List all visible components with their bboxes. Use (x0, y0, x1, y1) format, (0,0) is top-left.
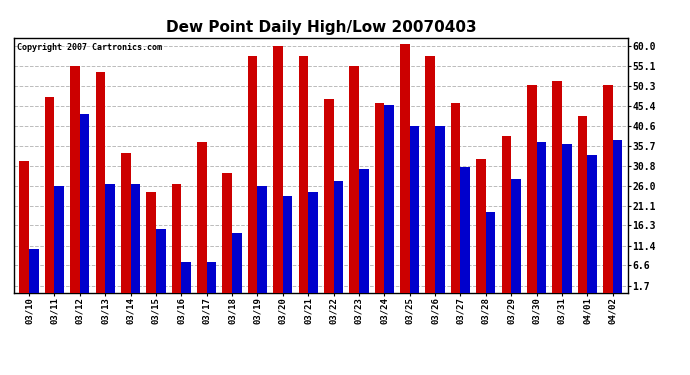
Bar (537, 142, 546, 292)
Bar (80, 114, 90, 292)
Bar (324, 99, 333, 292)
Bar (45, 97, 55, 292)
Bar (55, 186, 64, 292)
Bar (172, 183, 181, 292)
Bar (181, 262, 191, 292)
Bar (359, 169, 368, 292)
Bar (95, 72, 105, 292)
Bar (19, 161, 29, 292)
Bar (486, 212, 495, 292)
Bar (248, 56, 257, 292)
Bar (299, 56, 308, 292)
Bar (562, 144, 571, 292)
Title: Dew Point Daily High/Low 20070403: Dew Point Daily High/Low 20070403 (166, 20, 476, 35)
Bar (435, 126, 444, 292)
Bar (460, 167, 470, 292)
Bar (130, 183, 140, 292)
Bar (476, 159, 486, 292)
Bar (156, 229, 166, 292)
Bar (146, 192, 156, 292)
Bar (29, 249, 39, 292)
Bar (603, 85, 613, 292)
Bar (333, 182, 343, 292)
Bar (121, 153, 130, 292)
Bar (527, 85, 537, 292)
Bar (283, 196, 293, 292)
Bar (552, 81, 562, 292)
Bar (578, 116, 587, 292)
Bar (273, 46, 283, 292)
Bar (410, 126, 420, 292)
Bar (587, 155, 597, 292)
Bar (502, 136, 511, 292)
Bar (105, 183, 115, 292)
Bar (207, 262, 216, 292)
Bar (400, 44, 410, 292)
Bar (613, 140, 622, 292)
Bar (308, 192, 318, 292)
Bar (426, 56, 435, 292)
Bar (232, 233, 241, 292)
Bar (349, 66, 359, 292)
Bar (511, 179, 521, 292)
Bar (222, 173, 232, 292)
Bar (375, 103, 384, 292)
Bar (384, 105, 394, 292)
Bar (257, 186, 267, 292)
Bar (70, 66, 80, 292)
Bar (197, 142, 207, 292)
Bar (451, 103, 460, 292)
Text: Copyright 2007 Cartronics.com: Copyright 2007 Cartronics.com (17, 43, 162, 52)
